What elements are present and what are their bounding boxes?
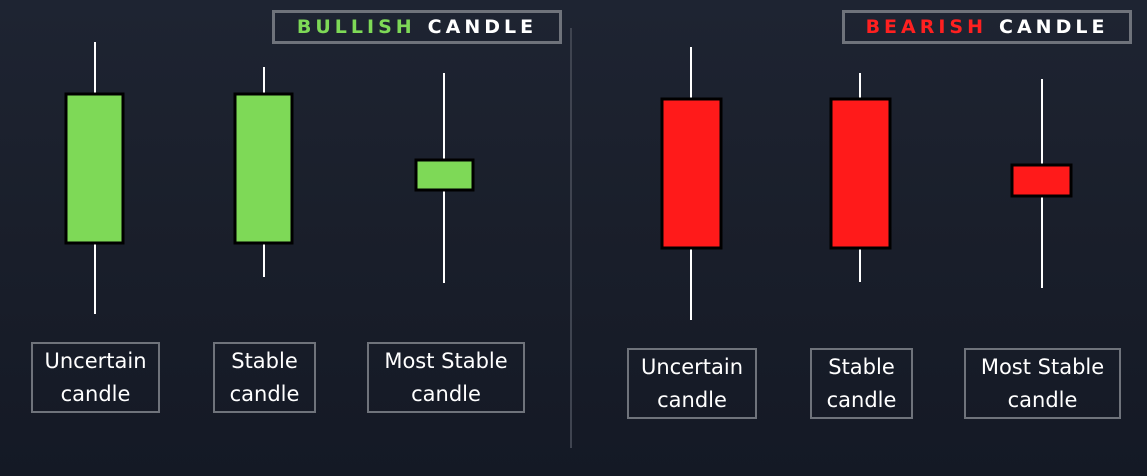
bearish-label-most-stable-line1: Most Stable [980, 354, 1105, 379]
bearish-candle-stable-body [829, 97, 892, 250]
bearish-candle-most-stable [1010, 79, 1073, 288]
bullish-candle-uncertain [64, 42, 125, 314]
bullish-label-stable-line2: candle [229, 381, 300, 406]
bearish-label-uncertain: Uncertain candle [627, 348, 757, 419]
bullish-label-uncertain: Uncertain candle [31, 342, 160, 413]
bearish-label-uncertain-line1: Uncertain [640, 354, 744, 379]
bullish-candle-most-stable-body [414, 158, 475, 192]
bearish-title-rest: CANDLE [999, 16, 1109, 38]
bearish-label-stable-line2: candle [826, 387, 897, 412]
bullish-candle-uncertain-body [64, 92, 125, 245]
bullish-label-uncertain-line1: Uncertain [44, 348, 147, 373]
bearish-candle-uncertain [660, 47, 723, 320]
bearish-candle-most-stable-body [1010, 163, 1073, 198]
bullish-label-most-stable-line1: Most Stable [384, 348, 508, 373]
panel-divider [570, 28, 572, 448]
bearish-label-stable-line1: Stable [828, 354, 895, 379]
bullish-title-rest: CANDLE [427, 16, 538, 38]
bullish-label-stable: Stable candle [213, 342, 316, 413]
bullish-label-most-stable: Most Stable candle [367, 342, 525, 413]
bearish-label-most-stable: Most Stable candle [964, 348, 1121, 419]
bearish-title-accent: BEARISH [865, 16, 988, 38]
bearish-title: BEARISH CANDLE [842, 10, 1132, 44]
bullish-label-most-stable-line2: candle [411, 381, 481, 406]
bearish-candle-uncertain-body [660, 97, 723, 250]
bullish-candle-most-stable [414, 73, 475, 283]
bullish-title: BULLISH CANDLE [272, 10, 562, 44]
bearish-candle-stable [829, 73, 892, 282]
bullish-label-uncertain-line2: candle [60, 381, 131, 406]
bearish-label-stable: Stable candle [810, 348, 913, 419]
bearish-label-most-stable-line2: candle [1007, 387, 1078, 412]
bullish-candle-stable [233, 67, 294, 277]
bullish-label-stable-line1: Stable [231, 348, 298, 373]
bullish-title-accent: BULLISH [296, 16, 416, 38]
bullish-candle-stable-body [233, 92, 294, 245]
bearish-label-uncertain-line2: candle [657, 387, 727, 412]
